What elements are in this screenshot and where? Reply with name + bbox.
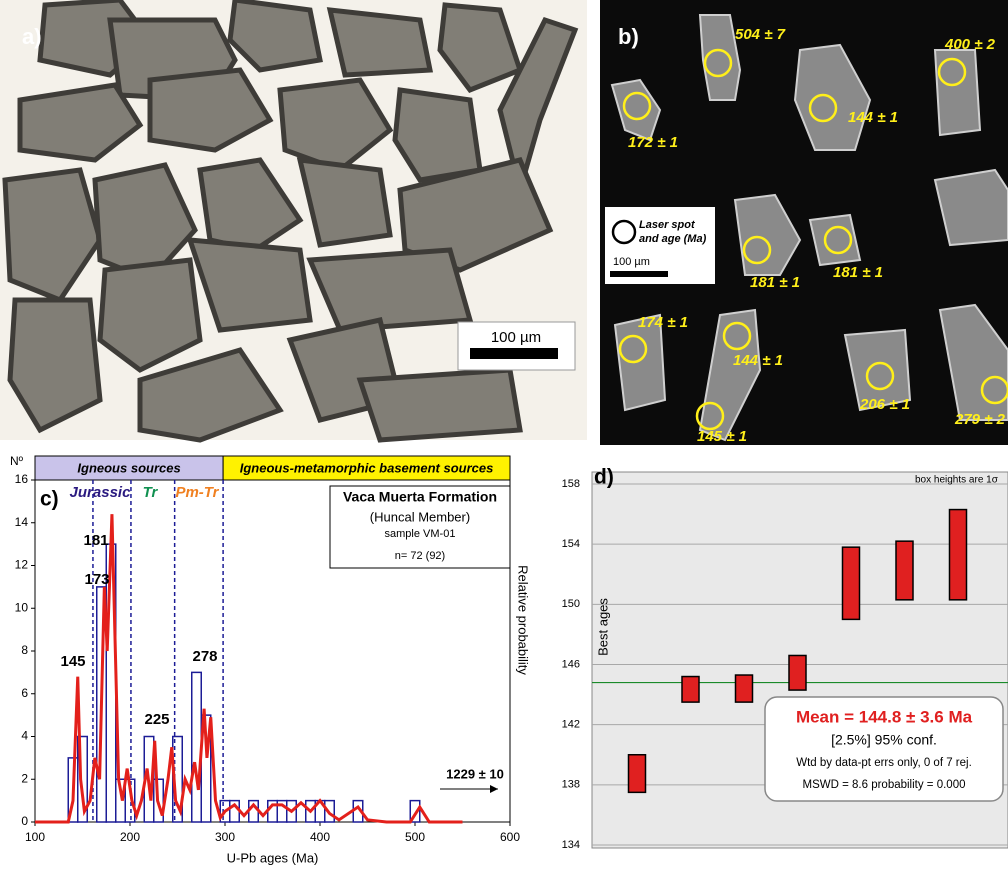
panel-label: d)	[594, 466, 614, 489]
legend-text: and age (Ma)	[639, 233, 707, 245]
mean-text: [2.5%] 95% conf.	[831, 732, 937, 748]
y-tick-label: 134	[562, 839, 580, 851]
panel-label: b)	[618, 24, 639, 49]
age-label: 181 ± 1	[833, 264, 883, 281]
legend-text: Laser spot	[639, 219, 696, 231]
age-box	[950, 510, 967, 600]
y-tick-label: 0	[21, 814, 28, 828]
mean-text: Wtd by data-pt errs only, 0 of 7 rej.	[796, 757, 972, 769]
mean-text: MSWD = 8.6 probability = 0.000	[803, 779, 966, 791]
age-box	[896, 541, 913, 600]
info-text: Vaca Muerta Formation	[343, 489, 497, 505]
y-tick-label: 158	[562, 478, 580, 490]
age-label: 206 ± 1	[859, 396, 910, 413]
age-label: 144 ± 1	[733, 352, 783, 369]
peak-label: 173	[84, 571, 109, 588]
y-axis-title: Nº	[10, 454, 24, 468]
peak-label: 181	[83, 532, 108, 549]
panel-b: 504 ± 7 400 ± 2 144 ± 1 172 ± 1 181 ± 1 …	[600, 0, 1008, 445]
panel-label: c)	[40, 488, 59, 511]
outlier-arrowhead	[490, 785, 498, 793]
y-tick-label: 146	[562, 658, 580, 670]
scale-bar	[470, 348, 558, 359]
age-box	[736, 675, 753, 702]
age-label: 145 ± 1	[697, 428, 747, 445]
age-box	[682, 677, 699, 703]
info-text: (Huncal Member)	[370, 509, 470, 524]
period-label: Pm-Tr	[175, 484, 219, 501]
note: box heights are 1σ	[915, 475, 999, 486]
x-tick-label: 200	[120, 830, 140, 844]
age-box	[789, 655, 806, 690]
age-label: 181 ± 1	[750, 274, 800, 291]
charts: Igneous sources Igneous-metamorphic basem…	[10, 454, 1008, 865]
y-tick-label: 16	[15, 472, 29, 486]
histogram-bar	[192, 672, 202, 822]
age-label: 504 ± 7	[735, 26, 786, 43]
age-label: 279 ± 2	[954, 411, 1006, 428]
age-box	[843, 547, 860, 619]
period-label: Tr	[143, 484, 159, 501]
x-tick-label: 500	[405, 830, 425, 844]
x-axis-title: U-Pb ages (Ma)	[227, 850, 319, 865]
figure: a) 100 µm 504 ± 7 400 ± 2 144 ± 1	[0, 0, 1008, 871]
info-text: n= 72 (92)	[395, 550, 445, 562]
y2-axis-title: Relative probability	[516, 565, 531, 675]
info-text: sample VM-01	[385, 528, 456, 540]
y-tick-label: 6	[21, 686, 28, 700]
x-tick-label: 300	[215, 830, 235, 844]
y-tick-label: 4	[21, 729, 28, 743]
region-label: Igneous-metamorphic basement sources	[240, 460, 494, 475]
peak-label: 145	[60, 653, 85, 670]
age-box	[629, 755, 646, 793]
region-label: Igneous sources	[77, 460, 180, 475]
age-label: 144 ± 1	[848, 109, 898, 126]
x-tick-label: 600	[500, 830, 520, 844]
y-tick-label: 12	[15, 558, 29, 572]
period-label: Jurassic	[70, 484, 132, 501]
age-label: 174 ± 1	[638, 314, 688, 331]
y-tick-label: 14	[15, 515, 29, 529]
y-tick-label: 150	[562, 598, 580, 610]
peak-label: 278	[192, 648, 217, 665]
y-tick-label: 10	[15, 600, 29, 614]
y-tick-label: 8	[21, 643, 28, 657]
panel-a: a) 100 µm	[0, 0, 587, 440]
x-tick-label: 400	[310, 830, 330, 844]
panel-label: a)	[22, 24, 42, 49]
y-tick-label: 142	[562, 719, 580, 731]
scale-label: 100 µm	[613, 256, 650, 268]
y-tick-label: 138	[562, 779, 580, 791]
age-label: 172 ± 1	[628, 134, 678, 151]
peak-label: 225	[144, 711, 169, 728]
y-tick-label: 2	[21, 771, 28, 785]
scale-label: 100 µm	[491, 329, 541, 346]
mean-text: Mean = 144.8 ± 3.6 Ma	[796, 707, 973, 726]
y-axis-title: Best ages	[595, 598, 610, 656]
scale-bar	[610, 271, 668, 277]
age-label: 400 ± 2	[944, 36, 996, 53]
outlier-label: 1229 ± 10	[446, 766, 504, 781]
x-tick-label: 100	[25, 830, 45, 844]
y-tick-label: 154	[562, 538, 580, 550]
